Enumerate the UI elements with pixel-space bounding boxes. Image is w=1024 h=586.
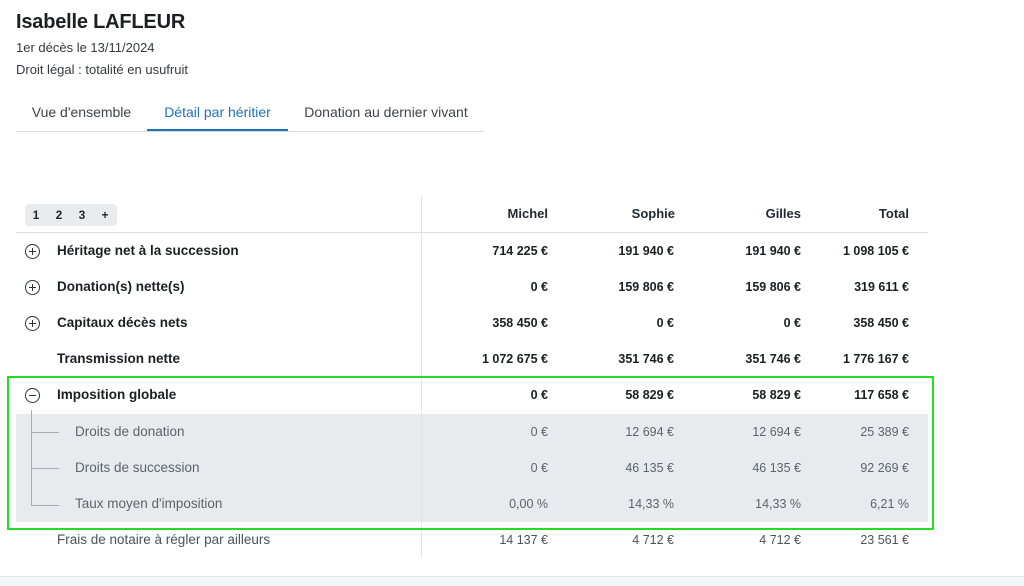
cell-michel: 714 225 € (492, 244, 548, 258)
tree-connector-branch (31, 468, 59, 469)
expand-plus-icon[interactable] (25, 316, 40, 331)
header-divider (16, 232, 928, 233)
row-label: Donation(s) nette(s) (57, 279, 185, 294)
cell-gilles: 58 829 € (752, 388, 801, 402)
cell-sophie: 191 940 € (618, 244, 674, 258)
cell-gilles: 0 € (783, 316, 801, 330)
cell-total: 117 658 € (854, 388, 909, 402)
cell-sophie: 12 694 € (625, 425, 674, 439)
table-row-frais-notaire: Frais de notaire à régler par ailleurs 1… (16, 522, 928, 558)
cell-sophie: 14,33 % (628, 497, 674, 511)
cell-total: 25 389 € (860, 425, 909, 439)
tab-vue-ensemble[interactable]: Vue d'ensemble (31, 104, 132, 120)
expand-plus-icon[interactable] (25, 280, 40, 295)
row-label: Héritage net à la succession (57, 243, 239, 258)
tree-connector-branch (31, 432, 59, 433)
cell-gilles: 191 940 € (745, 244, 801, 258)
row-label: Frais de notaire à régler par ailleurs (57, 532, 271, 547)
cell-gilles: 351 746 € (745, 352, 801, 366)
column-header-sophie: Sophie (631, 206, 675, 221)
cell-total: 6,21 % (870, 497, 909, 511)
bottom-strip (0, 576, 1024, 586)
column-header-total: Total (878, 206, 909, 221)
cell-michel: 14 137 € (499, 533, 548, 547)
cell-michel: 358 450 € (492, 316, 548, 330)
tab-donation-dernier-vivant[interactable]: Donation au dernier vivant (304, 104, 468, 120)
cell-gilles: 12 694 € (752, 425, 801, 439)
column-header-gilles: Gilles (765, 206, 801, 221)
cell-total: 92 269 € (860, 461, 909, 475)
cell-sophie: 159 806 € (618, 280, 674, 294)
cell-total: 1 098 105 € (842, 244, 909, 258)
cell-total: 1 776 167 € (842, 352, 909, 366)
cell-michel: 0 € (530, 388, 548, 402)
tree-connector-branch (31, 505, 59, 506)
table-subrow-droits-donation: Droits de donation 0 € 12 694 € 12 694 €… (16, 414, 928, 450)
cell-michel: 0 € (530, 280, 548, 294)
expand-plus-icon[interactable] (25, 244, 40, 259)
table-row-heritage: Héritage net à la succession 714 225 € 1… (16, 233, 928, 269)
cell-sophie: 0 € (656, 316, 674, 330)
page-title: Isabelle LAFLEUR (16, 11, 186, 33)
cell-total: 319 611 € (854, 280, 909, 294)
table-subrow-taux-moyen: Taux moyen d'imposition 0,00 % 14,33 % 1… (16, 486, 928, 522)
row-label: Capitaux décès nets (57, 315, 188, 330)
page-3-button[interactable]: 3 (78, 208, 86, 222)
cell-michel: 0,00 % (509, 497, 548, 511)
deces-date: 1er décès le 13/11/2024 (16, 40, 155, 55)
cell-michel: 0 € (530, 425, 548, 439)
cell-sophie: 58 829 € (625, 388, 674, 402)
row-label: Imposition globale (57, 387, 177, 402)
cell-total: 23 561 € (860, 533, 909, 547)
row-label: Taux moyen d'imposition (75, 496, 223, 511)
row-label: Transmission nette (57, 351, 181, 366)
tab-bar: Vue d'ensemble Détail par héritier Donat… (16, 96, 484, 132)
table-row-capitaux: Capitaux décès nets 358 450 € 0 € 0 € 35… (16, 305, 928, 341)
page-2-button[interactable]: 2 (55, 208, 63, 222)
cell-total: 358 450 € (853, 316, 909, 330)
table-row-transmission: Transmission nette 1 072 675 € 351 746 €… (16, 341, 928, 377)
column-header-michel: Michel (507, 206, 548, 221)
cell-michel: 1 072 675 € (481, 352, 548, 366)
cell-gilles: 46 135 € (752, 461, 801, 475)
cell-gilles: 14,33 % (755, 497, 801, 511)
tree-connector-line (31, 410, 32, 506)
tab-detail-par-heritier[interactable]: Détail par héritier (147, 96, 288, 131)
cell-gilles: 4 712 € (759, 533, 801, 547)
column-pager: 1 2 3 + (25, 204, 117, 226)
table-subrow-droits-succession: Droits de succession 0 € 46 135 € 46 135… (16, 450, 928, 486)
cell-sophie: 46 135 € (625, 461, 674, 475)
table-row-imposition: Imposition globale 0 € 58 829 € 58 829 €… (16, 377, 928, 413)
cell-sophie: 4 712 € (632, 533, 674, 547)
add-page-button[interactable]: + (101, 208, 109, 222)
droit-legal: Droit légal : totalité en usufruit (16, 62, 188, 77)
collapse-minus-icon[interactable] (25, 388, 40, 403)
row-label: Droits de succession (75, 460, 200, 475)
cell-sophie: 351 746 € (618, 352, 674, 366)
cell-gilles: 159 806 € (745, 280, 801, 294)
cell-michel: 0 € (530, 461, 548, 475)
page-1-button[interactable]: 1 (32, 208, 40, 222)
row-label: Droits de donation (75, 424, 185, 439)
label-column-divider (421, 196, 422, 558)
table-row-donations: Donation(s) nette(s) 0 € 159 806 € 159 8… (16, 269, 928, 305)
